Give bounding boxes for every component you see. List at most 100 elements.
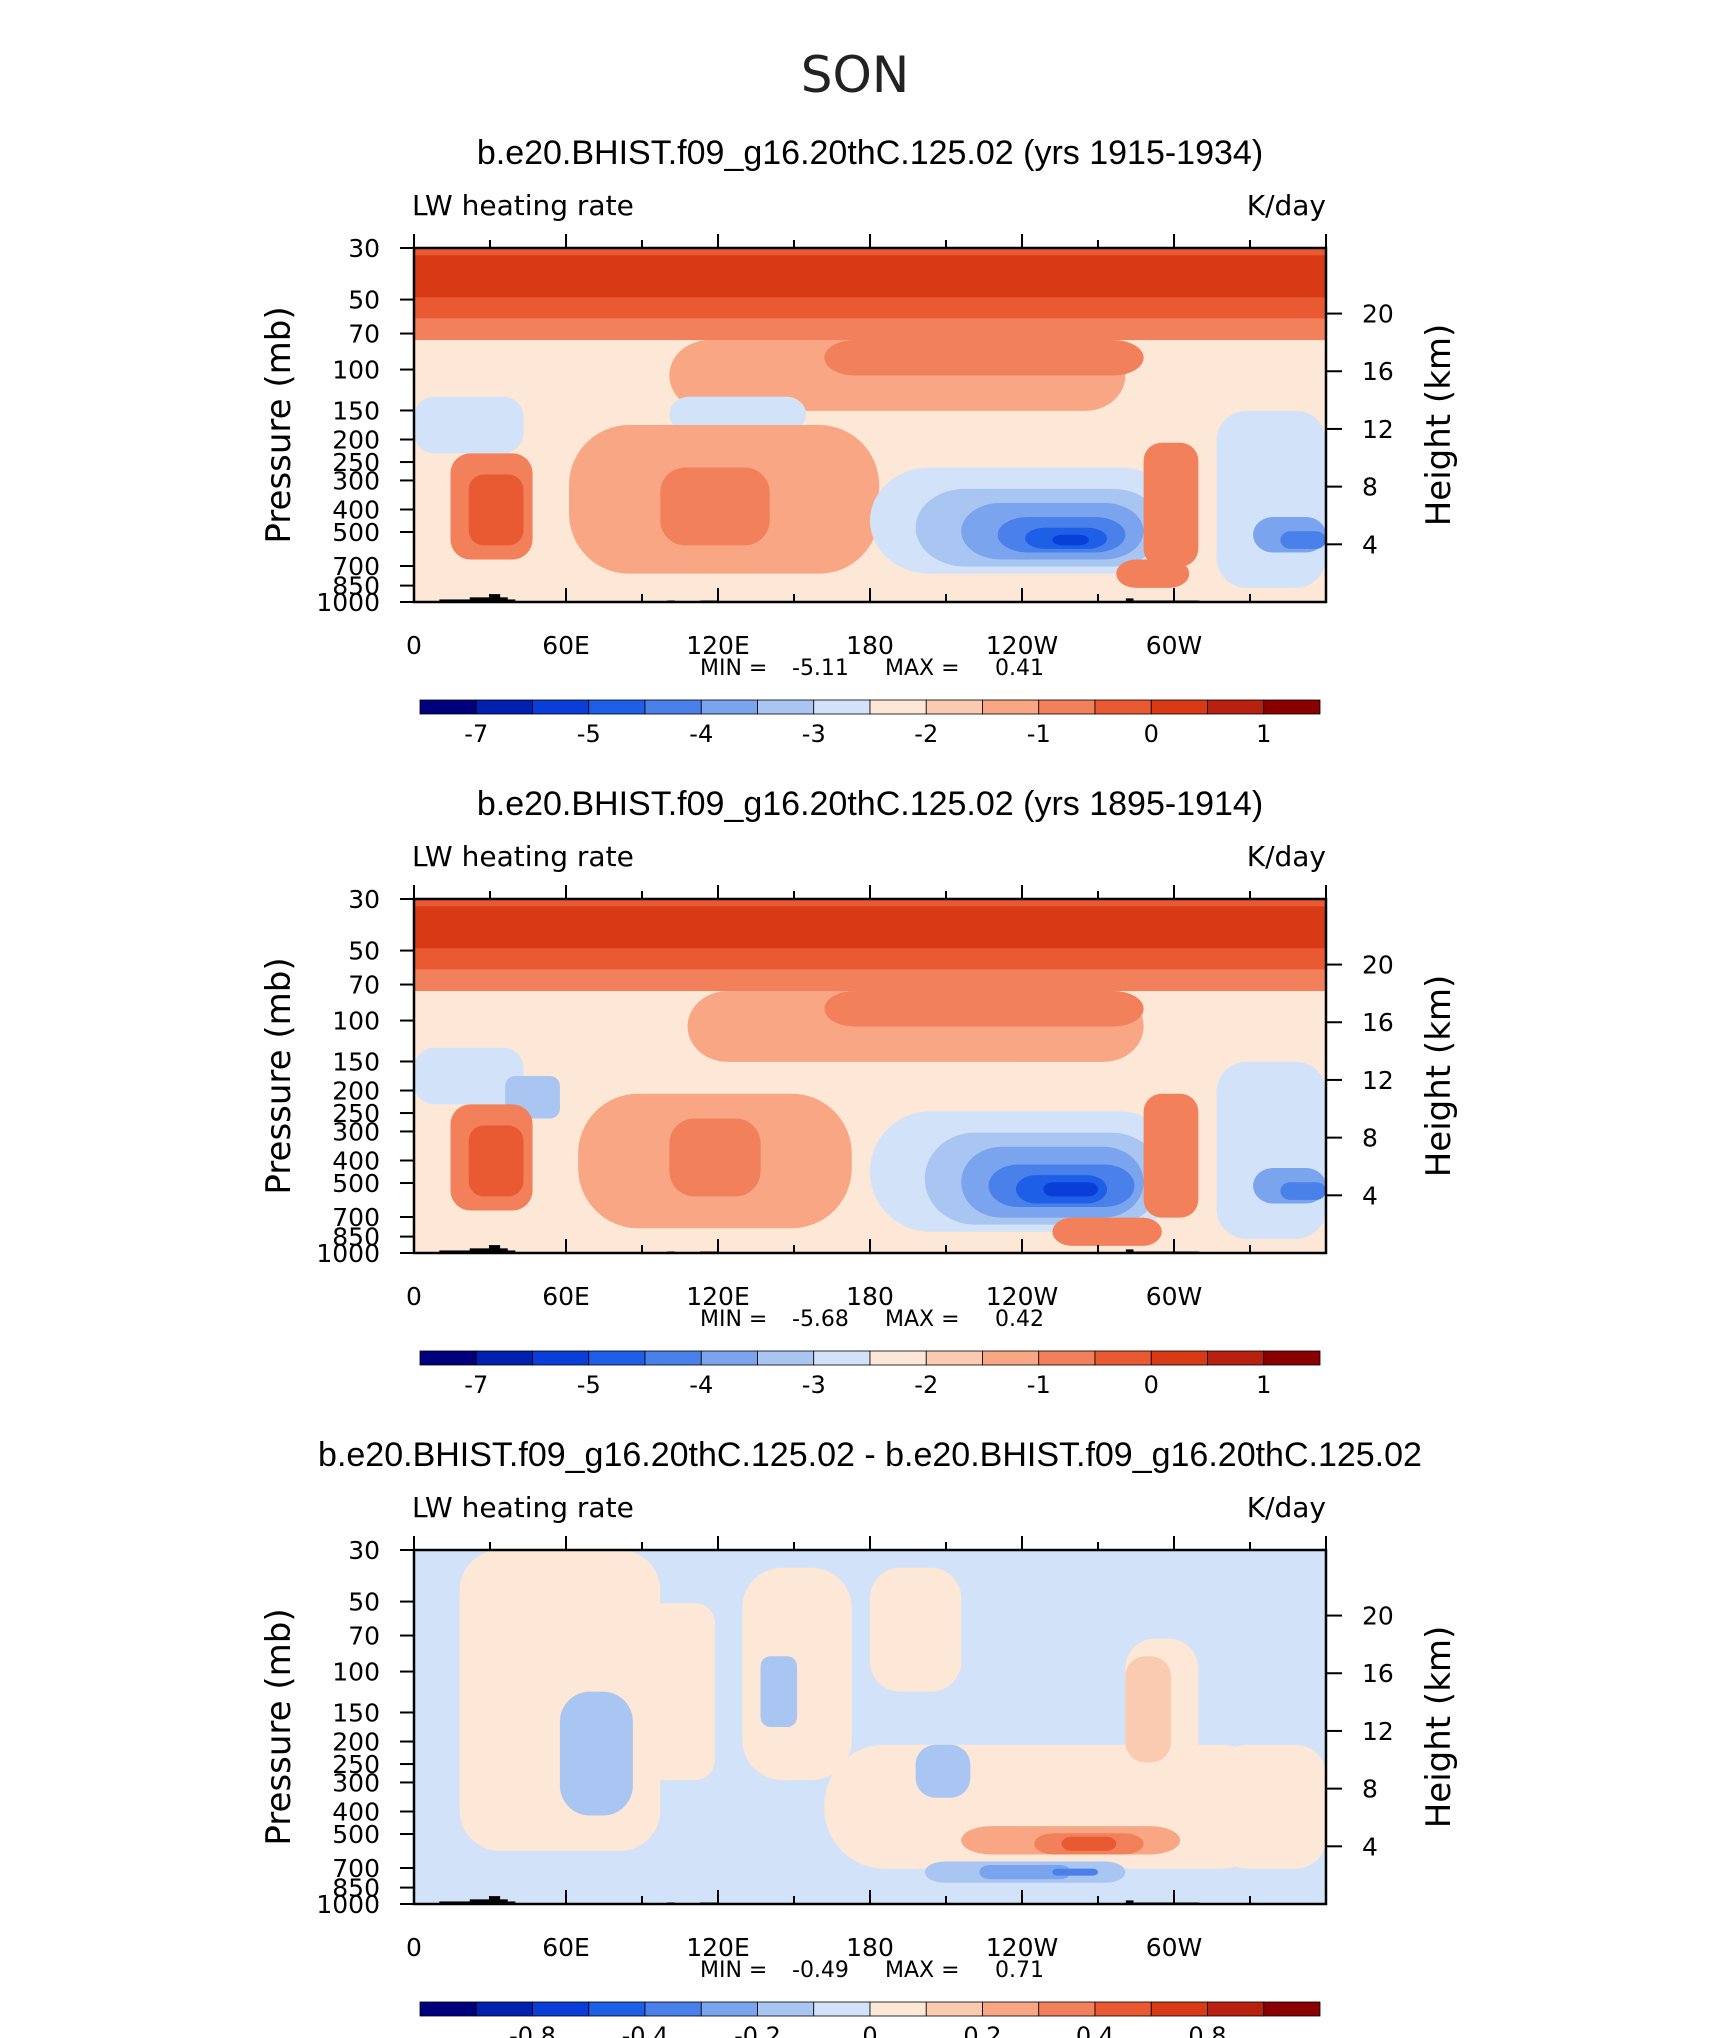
y-tick-label: 1000 xyxy=(316,1239,380,1268)
y-axis-title: Pressure (mb) xyxy=(259,306,299,543)
x-tick-label: 180 xyxy=(846,1282,894,1311)
height-tick-label: 16 xyxy=(1362,357,1394,386)
height-tick-label: 20 xyxy=(1362,951,1394,980)
colorbar-box xyxy=(419,699,477,715)
y-tick-label: 50 xyxy=(348,937,380,966)
y-axis-title-right: Height (km) xyxy=(1419,1626,1459,1829)
height-tick-label: 4 xyxy=(1362,530,1378,559)
contour-region xyxy=(468,1125,524,1197)
height-tick-label: 8 xyxy=(1362,473,1378,502)
variable-label: LW heating rate xyxy=(412,840,634,873)
x-tick-label: 120W xyxy=(986,631,1058,660)
contour-region xyxy=(1280,1182,1326,1200)
y-tick-label: 1000 xyxy=(316,1890,380,1919)
colorbar-box xyxy=(1263,1350,1321,1366)
land-mask xyxy=(469,1248,508,1253)
panel-title: b.e20.BHIST.f09_g16.20thC.125.02 - b.e20… xyxy=(318,1436,1422,1474)
colorbar-box xyxy=(1263,2001,1321,2017)
variable-label: LW heating rate xyxy=(412,189,634,222)
min-label: MIN = xyxy=(700,1307,767,1332)
colorbar-box xyxy=(925,1350,983,1366)
contour-field xyxy=(414,248,1326,602)
colorbar-box xyxy=(1094,1350,1152,1366)
contour-region xyxy=(915,1744,971,1798)
contour-region xyxy=(1061,1836,1117,1851)
x-tick-label: 60W xyxy=(1146,631,1203,660)
height-tick-label: 12 xyxy=(1362,415,1394,444)
colorbar-box xyxy=(532,1350,590,1366)
colorbar-box xyxy=(644,1350,702,1366)
x-tick-label: 120E xyxy=(686,631,750,660)
colorbar-box xyxy=(982,2001,1040,2017)
colorbar-label: -4 xyxy=(689,1371,713,1399)
colorbar-box xyxy=(869,2001,927,2017)
colorbar-box xyxy=(419,2001,477,2017)
x-tick-label: 180 xyxy=(846,1933,894,1962)
colorbar-label: -7 xyxy=(464,1371,488,1399)
y-tick-label: 500 xyxy=(332,1820,380,1849)
y-tick-label: 70 xyxy=(348,971,380,1000)
x-tick-label: 120E xyxy=(686,1282,750,1311)
contour-region xyxy=(414,969,1326,992)
max-value: 0.71 xyxy=(995,1958,1044,1983)
colorbar-box xyxy=(813,699,871,715)
y-tick-label: 250 xyxy=(332,448,380,477)
contour-region xyxy=(760,1656,798,1727)
colorbar-box xyxy=(757,2001,815,2017)
panel-1: b.e20.BHIST.f09_g16.20thC.125.02 (yrs 19… xyxy=(259,134,1459,748)
colorbar-label: -7 xyxy=(464,720,488,748)
colorbar-box xyxy=(588,2001,646,2017)
x-tick-label: 60E xyxy=(542,631,590,660)
y-tick-label: 30 xyxy=(348,885,380,914)
land-mask xyxy=(490,1245,501,1253)
colorbar-label: -0.8 xyxy=(509,2022,556,2038)
y-axis-title: Pressure (mb) xyxy=(259,957,299,1194)
y-tick-label: 850 xyxy=(332,572,380,601)
contour-region xyxy=(414,248,1326,256)
colorbar-box xyxy=(644,699,702,715)
colorbar-box xyxy=(982,1350,1040,1366)
colorbar-box xyxy=(475,2001,533,2017)
variable-label: LW heating rate xyxy=(412,1491,634,1524)
contour-region xyxy=(642,1603,715,1781)
contour-region xyxy=(1125,1656,1171,1763)
max-label: MAX = xyxy=(885,1307,960,1332)
colorbar-box xyxy=(813,1350,871,1366)
colorbar-box xyxy=(419,1350,477,1366)
height-tick-label: 20 xyxy=(1362,300,1394,329)
colorbar-box xyxy=(532,2001,590,2017)
colorbar-box xyxy=(869,699,927,715)
x-tick-label: 120W xyxy=(986,1933,1058,1962)
y-tick-label: 250 xyxy=(332,1099,380,1128)
x-tick-label: 60W xyxy=(1146,1933,1203,1962)
y-tick-label: 500 xyxy=(332,518,380,547)
colorbar-box xyxy=(869,1350,927,1366)
x-tick-label: 0 xyxy=(406,631,422,660)
y-tick-label: 50 xyxy=(348,286,380,315)
y-tick-label: 30 xyxy=(348,234,380,263)
y-axis-title-right: Height (km) xyxy=(1419,324,1459,527)
height-tick-label: 8 xyxy=(1362,1775,1378,1804)
colorbar-box xyxy=(1150,699,1208,715)
colorbar: -0.8 -0.4 -0.2 0 0.2 0.4 0.8 xyxy=(419,2001,1321,2038)
x-tick-label: 60W xyxy=(1146,1282,1203,1311)
x-tick-label: 120W xyxy=(986,1282,1058,1311)
colorbar-box xyxy=(588,1350,646,1366)
colorbar-box xyxy=(532,699,590,715)
colorbar-box xyxy=(813,2001,871,2017)
contour-field xyxy=(414,1550,1326,1904)
colorbar-label: -4 xyxy=(689,720,713,748)
y-tick-label: 70 xyxy=(348,320,380,349)
contour-region xyxy=(1216,1061,1326,1239)
height-tick-label: 20 xyxy=(1362,1602,1394,1631)
contour-field xyxy=(414,899,1326,1253)
colorbar-box xyxy=(1150,2001,1208,2017)
colorbar-label: -3 xyxy=(802,720,826,748)
y-tick-label: 150 xyxy=(332,1698,380,1727)
colorbar-label: -0.4 xyxy=(622,2022,669,2038)
contour-region xyxy=(414,318,1326,341)
contour-region xyxy=(559,1691,633,1816)
colorbar-label: -5 xyxy=(577,1371,601,1399)
colorbar-label: 0 xyxy=(1144,720,1159,748)
land-mask xyxy=(1125,1900,1134,1904)
